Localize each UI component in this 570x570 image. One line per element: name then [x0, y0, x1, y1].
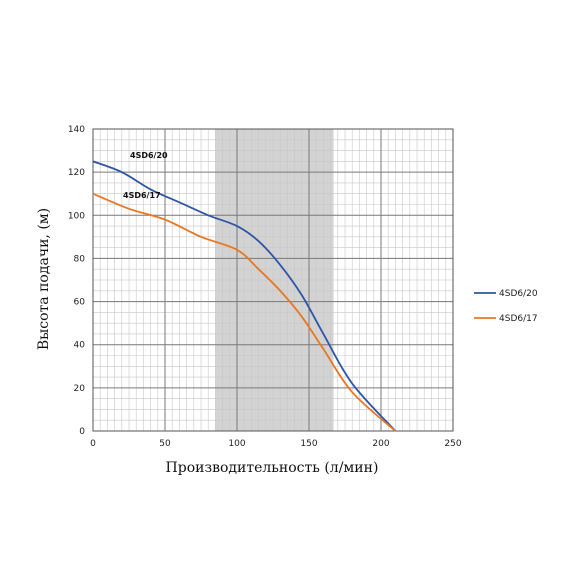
series-line-4SD6/17 — [92, 192, 397, 432]
y-tick-label: 120 — [68, 168, 85, 178]
x-tick-label: 250 — [444, 439, 461, 449]
series-line-4SD6/20 — [92, 160, 397, 432]
tick-labels: 0 50 100 150 200 250 0 20 40 60 80 100 120 140 — [68, 125, 462, 449]
legend: 4SD6/20 4SD6/17 — [474, 289, 538, 324]
x-tick-label: 50 — [159, 439, 171, 449]
y-axis-title: Высота подачи, (м) — [36, 208, 52, 350]
x-axis-title: Производительность (л/мин) — [166, 460, 379, 476]
legend-label-4SD6/20: 4SD6/20 — [499, 289, 538, 299]
major-grid — [92, 128, 454, 432]
curve-annotations: 4SD6/20 4SD6/17 — [123, 151, 168, 200]
minor-grid — [92, 128, 454, 432]
series-lines — [92, 160, 397, 432]
x-tick-label: 0 — [90, 439, 96, 449]
annotation-4SD6-20: 4SD6/20 — [130, 151, 168, 160]
y-tick-label: 60 — [74, 298, 86, 308]
y-tick-label: 0 — [79, 427, 85, 437]
y-tick-label: 100 — [68, 211, 85, 221]
x-tick-label: 150 — [300, 439, 317, 449]
y-tick-label: 140 — [68, 125, 85, 135]
y-tick-label: 20 — [74, 384, 86, 394]
plot-frame — [92, 128, 454, 432]
x-tick-label: 100 — [228, 439, 245, 449]
legend-label-4SD6/17: 4SD6/17 — [499, 314, 538, 324]
x-tick-label: 200 — [372, 439, 389, 449]
annotation-4SD6-17: 4SD6/17 — [123, 191, 161, 200]
y-tick-label: 80 — [74, 254, 86, 264]
y-tick-label: 40 — [74, 341, 86, 351]
